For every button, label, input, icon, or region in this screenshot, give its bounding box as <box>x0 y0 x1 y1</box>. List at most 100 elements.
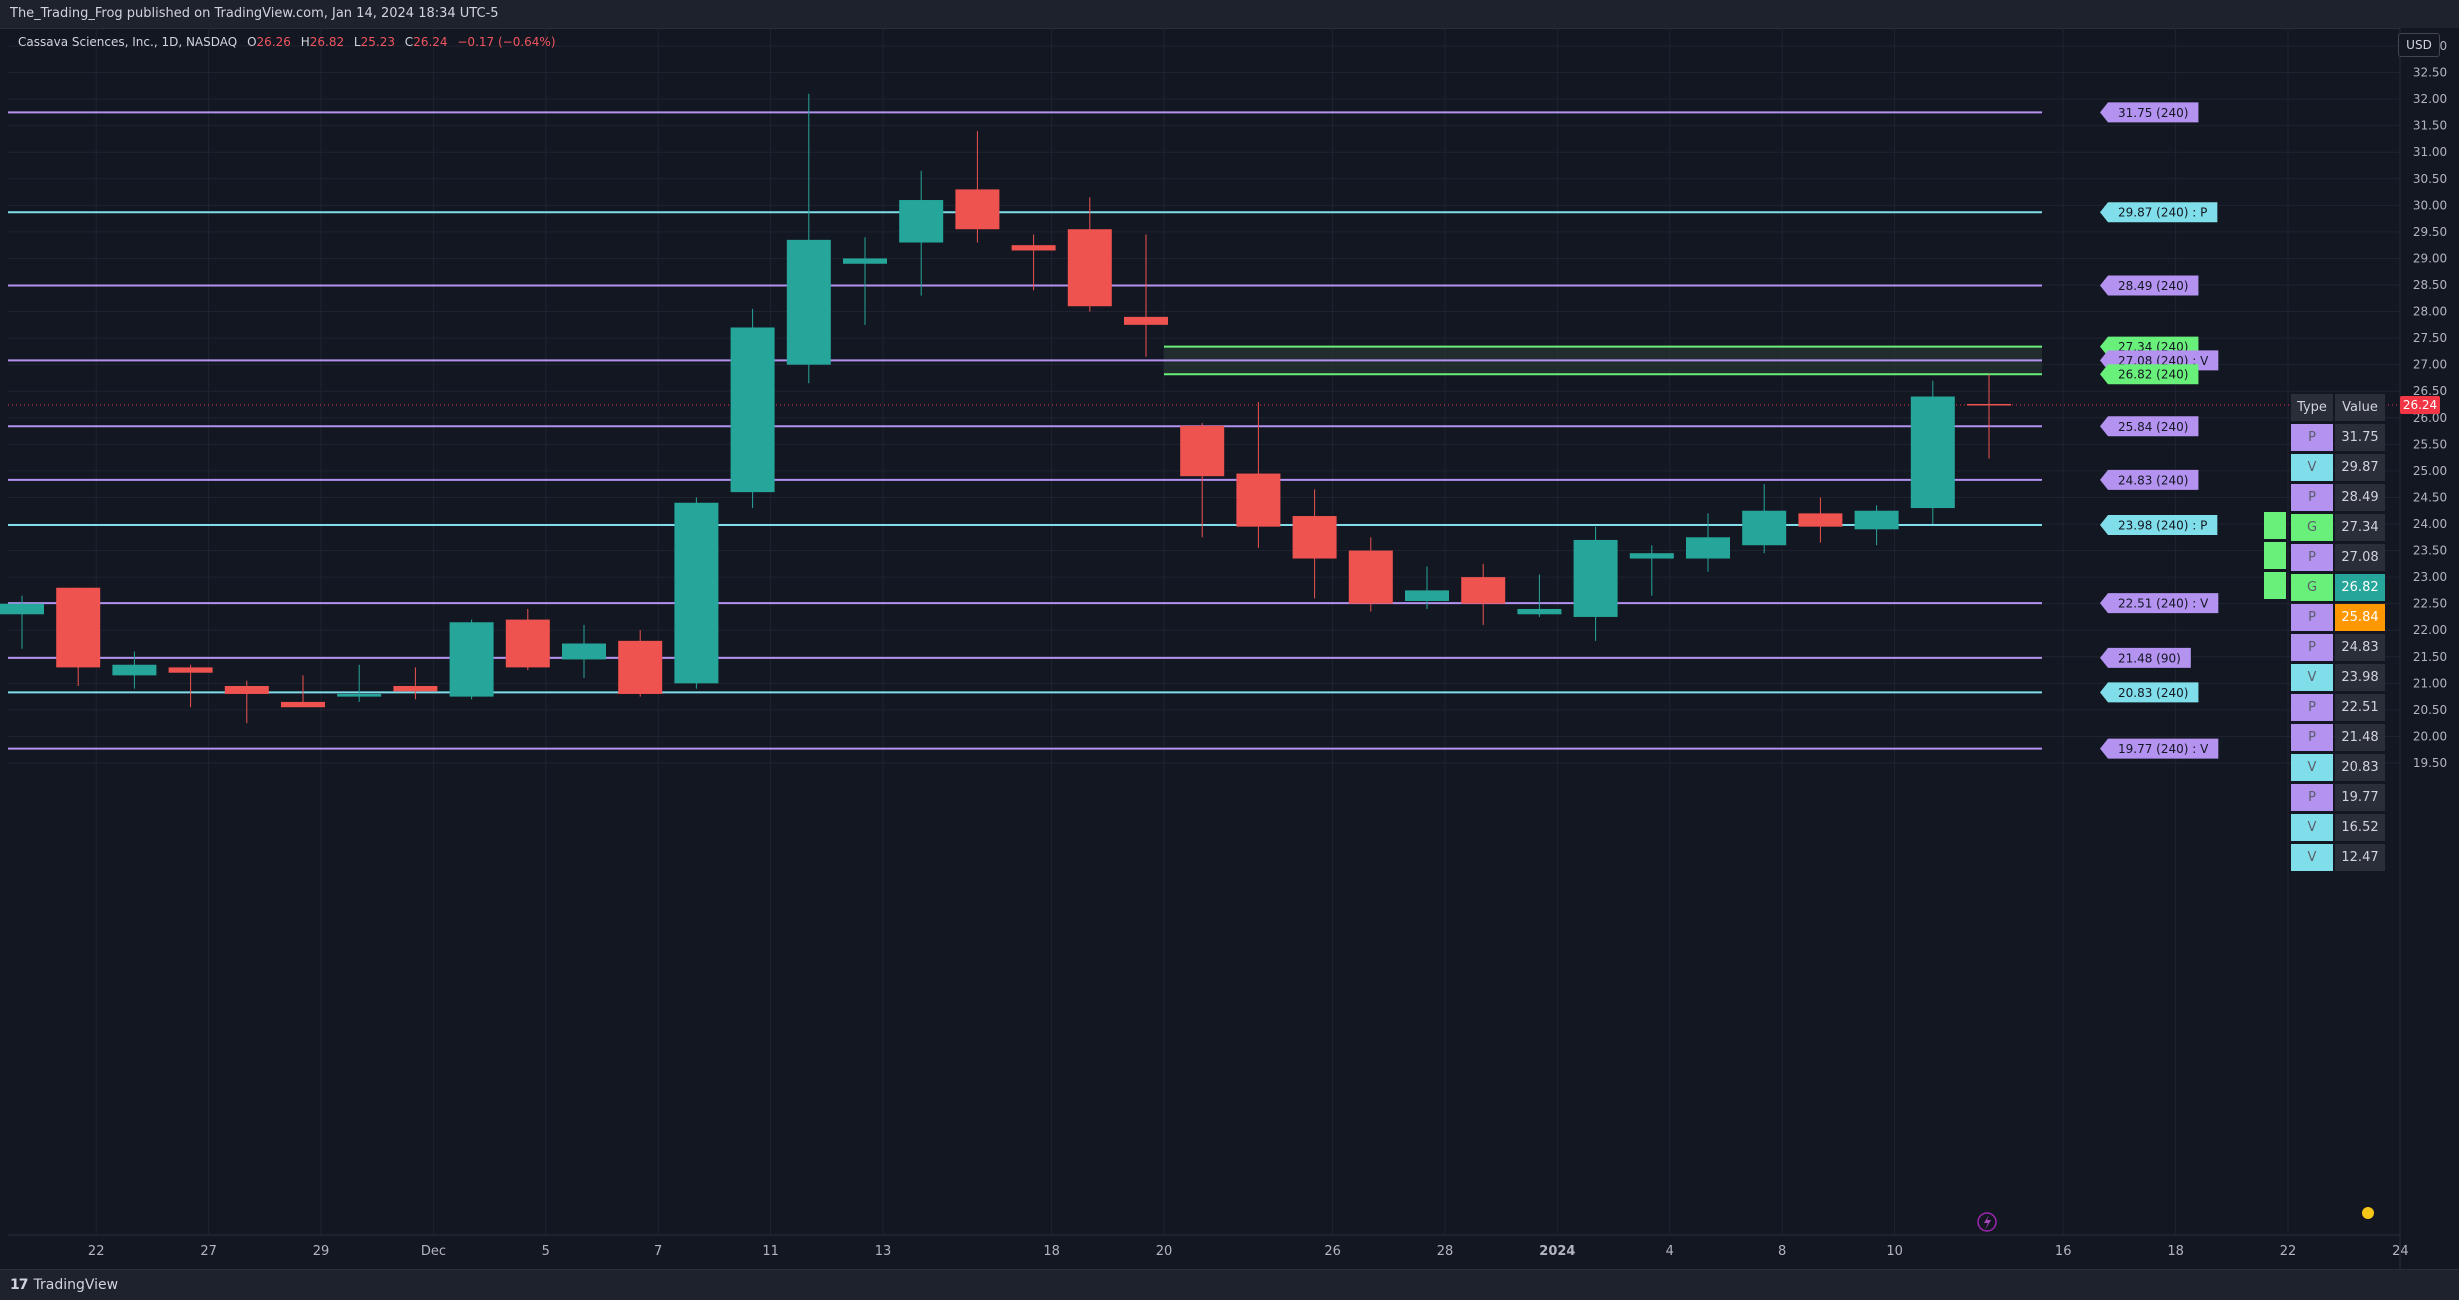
level-label: 31.75 (240) <box>2118 106 2188 120</box>
table-type-cell: V <box>2291 753 2333 781</box>
x-tick-label: 5 <box>542 1244 550 1259</box>
y-tick-label: 20.00 <box>2413 729 2447 743</box>
publish-info: The_Trading_Frog published on TradingVie… <box>10 6 499 21</box>
x-tick-label: 7 <box>654 1244 662 1259</box>
low-label: L <box>353 35 361 49</box>
symbol-title[interactable]: Cassava Sciences, Inc., 1D, NASDAQ <box>18 35 238 49</box>
candle-body <box>1405 590 1449 602</box>
y-tick-label: 24.50 <box>2413 490 2447 504</box>
x-tick-label: 10 <box>1886 1244 1903 1259</box>
candle-body <box>168 667 213 673</box>
candle-body <box>899 200 944 243</box>
open-value: 26.26 <box>256 35 291 49</box>
y-tick-label: 32.00 <box>2413 92 2447 106</box>
x-tick-label: 18 <box>2167 1244 2184 1259</box>
table-type-cell: G <box>2291 513 2333 541</box>
y-tick-label: 23.50 <box>2413 544 2447 558</box>
candle-body <box>337 693 382 697</box>
level-label: 23.98 (240) : P <box>2118 519 2207 533</box>
candle-body <box>786 239 831 365</box>
frog-icon <box>2362 1207 2374 1219</box>
level-label-bg <box>2100 647 2191 668</box>
y-tick-label: 26.50 <box>2413 384 2447 398</box>
currency-button[interactable]: USD <box>2398 33 2440 57</box>
level-label-bg <box>2100 416 2199 437</box>
candle-body <box>1461 577 1506 604</box>
table-type-cell: V <box>2291 663 2333 691</box>
candle-body <box>843 258 887 264</box>
table-header-value: Value <box>2335 393 2385 421</box>
y-tick-label: 22.50 <box>2413 597 2447 611</box>
candle-body <box>1629 553 1674 559</box>
x-tick-label: 18 <box>1043 1244 1060 1259</box>
x-tick-label: 2024 <box>1539 1244 1575 1259</box>
table-row: P 24.83 <box>2291 632 2387 662</box>
zone-marker <box>2264 542 2286 569</box>
price-chart[interactable]: 19.50 20.00 20.50 21.00 21.50 22.00 22.50 23.00… <box>0 28 2459 1269</box>
publish-bar: The_Trading_Frog published on TradingVie… <box>0 0 2459 29</box>
level-label-bg <box>2100 515 2218 536</box>
lightning-glyph-icon <box>1984 1215 1991 1230</box>
table-row: P 21.48 <box>2291 722 2387 752</box>
y-tick-label: 19.50 <box>2413 756 2447 770</box>
table-type-cell: V <box>2291 453 2333 481</box>
table-row: G 27.34 <box>2264 512 2387 542</box>
table-row: V 29.87 <box>2291 452 2387 482</box>
y-tick-label: 29.50 <box>2413 225 2447 239</box>
level-label-bg <box>2100 738 2219 759</box>
x-tick-label: 16 <box>2055 1244 2072 1259</box>
table-type-cell: G <box>2291 573 2333 601</box>
table-type-cell: P <box>2291 693 2333 721</box>
table-value-cell: 27.34 <box>2335 513 2385 541</box>
tradingview-mark-icon: 17 <box>10 1277 29 1293</box>
table-row: V 23.98 <box>2291 662 2387 692</box>
y-tick-label: 27.00 <box>2413 358 2447 372</box>
y-tick-label: 30.50 <box>2413 172 2447 186</box>
table-value-cell: 27.08 <box>2335 543 2385 571</box>
candle-body <box>674 502 719 684</box>
candle-body <box>1798 513 1843 527</box>
table-value-cell: 23.98 <box>2335 663 2385 691</box>
candle-body <box>449 622 494 697</box>
candle-body <box>1967 403 2011 406</box>
x-tick-label: 27 <box>200 1244 217 1259</box>
candle-body <box>1910 396 1955 509</box>
level-label: 19.77 (240) : V <box>2118 742 2209 756</box>
level-label-bg <box>2100 593 2219 614</box>
y-tick-label: 21.50 <box>2413 650 2447 664</box>
y-tick-label: 26.00 <box>2413 411 2447 425</box>
x-tick-label: 29 <box>313 1244 330 1259</box>
table-type-cell: P <box>2291 603 2333 631</box>
change-value: −0.17 (−0.64%) <box>457 35 556 49</box>
candle-body <box>1854 510 1899 530</box>
level-label: 22.51 (240) : V <box>2118 597 2209 611</box>
level-label-bg <box>2100 102 2199 123</box>
table-value-cell: 25.84 <box>2335 603 2385 631</box>
candle-body <box>1742 510 1787 546</box>
y-tick-label: 20.50 <box>2413 703 2447 717</box>
price-axis <box>2400 28 2459 1269</box>
table-value-cell: 22.51 <box>2335 693 2385 721</box>
y-tick-label: 25.00 <box>2413 464 2447 478</box>
open-label: O <box>247 35 257 49</box>
close-value: 26.24 <box>413 35 448 49</box>
level-label: 21.48 (90) <box>2118 651 2181 665</box>
candle-body <box>1011 245 1056 251</box>
candle-body <box>505 619 550 668</box>
table-row: P 25.84 <box>2291 602 2387 632</box>
candle-body <box>56 587 101 668</box>
candle-body <box>393 685 438 692</box>
table-row: P 22.51 <box>2291 692 2387 722</box>
candle-body <box>1573 539 1618 617</box>
candle-body <box>1236 473 1281 527</box>
table-type-cell: P <box>2291 633 2333 661</box>
x-tick-label: Dec <box>421 1244 446 1259</box>
y-tick-label: 27.50 <box>2413 331 2447 345</box>
y-tick-label: 28.50 <box>2413 278 2447 292</box>
x-tick-label: 26 <box>1324 1244 1341 1259</box>
tradingview-logo[interactable]: 17 TradingView <box>10 1277 118 1293</box>
candle-body <box>281 701 325 708</box>
x-tick-label: 22 <box>2280 1244 2297 1259</box>
table-type-cell: P <box>2291 543 2333 571</box>
y-tick-label: 30.00 <box>2413 198 2447 212</box>
